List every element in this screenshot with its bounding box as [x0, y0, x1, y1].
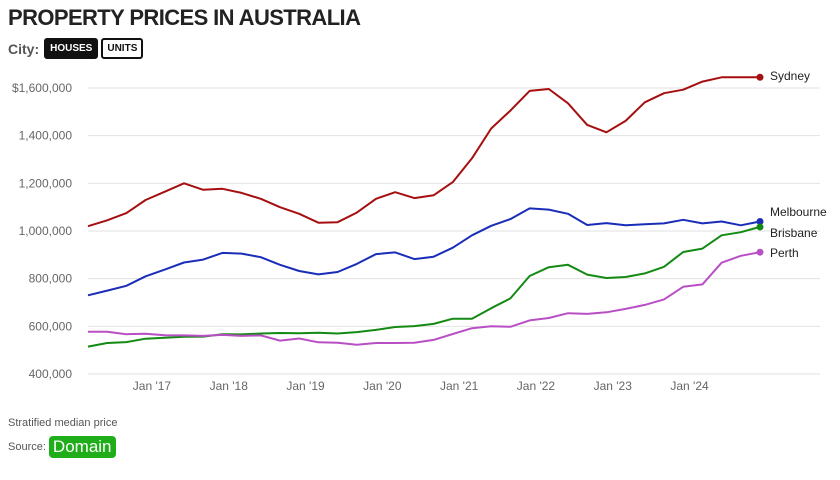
source-label: Source:	[8, 441, 46, 453]
end-marker-perth	[756, 248, 764, 256]
x-tick-label: Jan '18	[210, 379, 249, 390]
y-tick-label: 1,400,000	[19, 129, 73, 143]
x-tick-label: Jan '20	[363, 379, 402, 390]
series-label-brisbane: Brisbane	[770, 226, 818, 240]
series-line-sydney	[87, 76, 760, 228]
x-tick-label: Jan '24	[670, 379, 709, 390]
y-tick-label: $1,600,000	[12, 81, 72, 95]
x-tick-label: Jan '19	[286, 379, 325, 390]
city-selector: City: HOUSES UNITS	[8, 38, 146, 59]
series-label-melbourne: Melbourne	[770, 205, 827, 219]
series-label-sydney: Sydney	[770, 69, 810, 83]
y-tick-label: 600,000	[29, 319, 73, 333]
domain-logo[interactable]: Domain	[48, 436, 116, 458]
source-row: Source: Domain	[8, 436, 116, 458]
y-tick-label: 1,000,000	[19, 224, 73, 238]
series-label-perth: Perth	[770, 246, 799, 260]
end-marker-brisbane	[756, 223, 764, 231]
city-label: City:	[8, 40, 40, 57]
series-line-melbourne	[87, 207, 761, 297]
x-tick-label: Jan '23	[594, 379, 633, 390]
chart-title: PROPERTY PRICES IN AUSTRALIA	[8, 5, 361, 30]
line-chart: 400,000 600,000 800,000 1,000,000 1,200,000 1…	[12, 69, 827, 390]
x-tick-label: Jan '17	[133, 379, 172, 390]
x-tick-label: Jan '21	[440, 379, 479, 390]
series-line-brisbane	[87, 225, 761, 348]
end-marker-sydney	[756, 73, 764, 81]
y-tick-label: 400,000	[29, 367, 73, 381]
footnote: Stratified median price	[8, 417, 118, 429]
series-line-perth	[88, 251, 761, 346]
houses-toggle-button[interactable]: HOUSES	[44, 38, 99, 59]
y-tick-label: 1,200,000	[19, 176, 73, 190]
units-toggle-button[interactable]: UNITS	[101, 38, 144, 59]
y-tick-label: 800,000	[29, 272, 73, 286]
end-marker-melbourne	[756, 217, 764, 225]
x-tick-label: Jan '22	[517, 379, 556, 390]
